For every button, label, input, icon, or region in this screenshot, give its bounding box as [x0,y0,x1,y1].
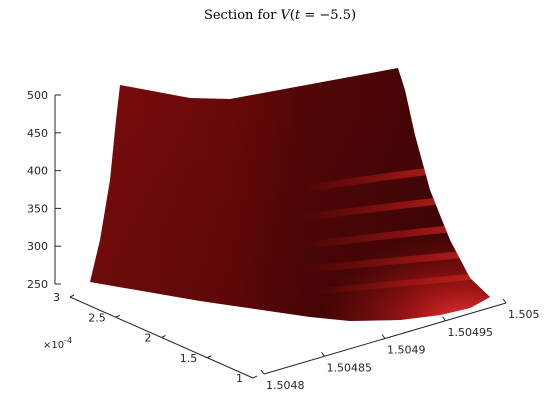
x-tick-label: 1.505 [508,308,540,321]
z-tick-label: 350 [27,202,48,215]
z-axis: 250 300 350 400 450 500 [27,89,61,291]
y-tick-mark [252,375,258,379]
y-tick-mark [69,294,75,298]
surface [90,68,490,321]
y-tick-mark [207,355,212,359]
z-tick-label: 300 [27,240,48,253]
y-tick-label: 2 [145,332,152,345]
z-tick-label: 250 [27,278,48,291]
y-tick-label: 3 [53,291,60,304]
y-tick-label: 2.5 [88,311,106,324]
y-tick-label: 1 [236,372,243,385]
x-tick-label: 1.5048 [266,379,305,392]
y-tick-mark [161,335,166,338]
y-axis: 1 1.5 2 2.5 3 ×10-4 [43,291,258,385]
chart-title: Section for V(t = −5.5) [0,8,560,23]
title-t: t [295,8,301,23]
x-tick-mark [442,316,446,322]
z-tick-label: 450 [27,127,48,140]
title-rest: = −5.5) [300,8,357,23]
x-tick-mark [321,351,325,357]
y-tick-label: 1.5 [180,352,198,365]
x-tick-label: 1.50485 [327,361,373,374]
x-tick-mark [381,334,386,339]
x-tick-mark [502,298,507,304]
title-prefix: Section for [203,8,281,23]
y-axis-multiplier: ×10-4 [43,336,72,351]
z-tick-label: 400 [27,165,48,178]
x-tick-mark [260,369,265,375]
x-axis: 1.5048 1.50485 1.5049 1.50495 1.505 [260,298,540,392]
surface-highlight [90,68,490,321]
x-tick-label: 1.50495 [448,326,494,339]
x-tick-label: 1.5049 [387,344,426,357]
y-tick-mark [115,314,120,318]
title-open: ( [289,8,295,23]
title-var: V [280,8,290,23]
z-tick-label: 500 [27,89,48,102]
